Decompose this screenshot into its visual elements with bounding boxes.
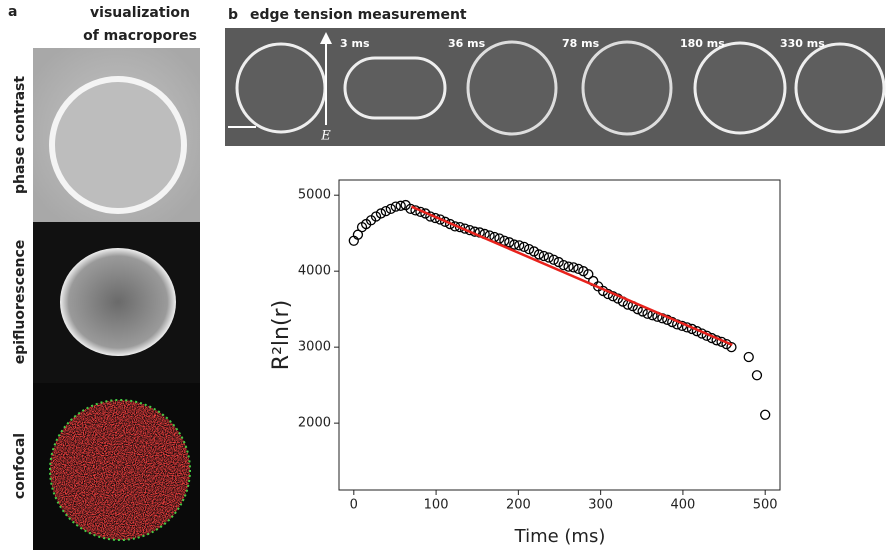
- data-point: [504, 237, 515, 248]
- data-point: [375, 208, 387, 219]
- x-axis-label: Time (ms): [514, 526, 606, 547]
- data-point: [494, 233, 505, 244]
- time-label: 36 ms: [448, 37, 486, 50]
- data-point: [533, 249, 545, 260]
- x-tick-label: 100: [424, 498, 449, 513]
- data-point: [514, 240, 525, 251]
- panel-title: edge tension measurement: [250, 7, 467, 23]
- data-point: [538, 250, 550, 262]
- field-arrow-head: [320, 32, 332, 44]
- data-point: [563, 261, 574, 272]
- row-label: confocal: [12, 433, 28, 499]
- time-label: 3 ms: [340, 37, 370, 50]
- panel-label: b: [228, 7, 238, 23]
- vesicle: [466, 40, 558, 136]
- data-point: [509, 239, 520, 250]
- data-point: [583, 269, 594, 280]
- data-point: [385, 203, 396, 215]
- data-point: [454, 221, 466, 233]
- data-point: [726, 342, 737, 353]
- time-label: 180 ms: [680, 37, 725, 50]
- field-label: E: [320, 129, 331, 144]
- data-point: [743, 351, 754, 363]
- vesicle: [343, 56, 447, 120]
- y-axis-label: R²ln(r): [269, 300, 294, 370]
- data-point: [499, 235, 510, 246]
- vesicle: [50, 400, 190, 540]
- data-point: [760, 409, 771, 420]
- row-label: epifluorescence: [12, 240, 28, 365]
- data-point: [523, 243, 535, 255]
- y-tick-label: 4000: [298, 264, 331, 279]
- vesicle: [49, 76, 187, 214]
- data-point: [543, 252, 554, 263]
- plot-frame: [338, 179, 781, 491]
- data-point: [548, 254, 559, 265]
- vesicle: [60, 248, 176, 356]
- data-point: [568, 262, 579, 273]
- y-tick-label: 5000: [298, 188, 331, 203]
- data-point: [435, 214, 446, 225]
- membrane: [49, 399, 191, 541]
- vesicle: [693, 41, 787, 135]
- plot: Time (ms) R²ln(r) 0 100 200 300 400 500 2000 30…: [269, 179, 781, 547]
- y-tick-label: 3000: [298, 340, 331, 355]
- x-tick-label: 0: [350, 498, 358, 513]
- vesicle: [235, 42, 327, 134]
- time-label: 78 ms: [562, 37, 600, 50]
- data-point: [558, 259, 569, 271]
- panel-title: visualization: [90, 5, 190, 21]
- fit-line: [410, 205, 733, 347]
- data-point: [395, 200, 406, 211]
- vesicle: [581, 40, 673, 136]
- x-tick-label: 400: [671, 498, 696, 513]
- data-point: [390, 201, 401, 212]
- x-tick-label: 500: [753, 498, 778, 513]
- x-tick-label: 200: [506, 498, 531, 513]
- data-point: [380, 206, 392, 217]
- vesicle: [794, 42, 886, 134]
- data-point: [573, 263, 584, 275]
- data-point: [518, 241, 530, 253]
- row-label: phase contrast: [12, 76, 28, 194]
- x-tick-label: 300: [588, 498, 613, 513]
- time-label: 330 ms: [780, 37, 825, 50]
- data-point: [751, 370, 763, 381]
- panel-label: a: [8, 4, 17, 20]
- panel-title: of macropores: [83, 28, 197, 44]
- y-tick-label: 2000: [298, 416, 331, 431]
